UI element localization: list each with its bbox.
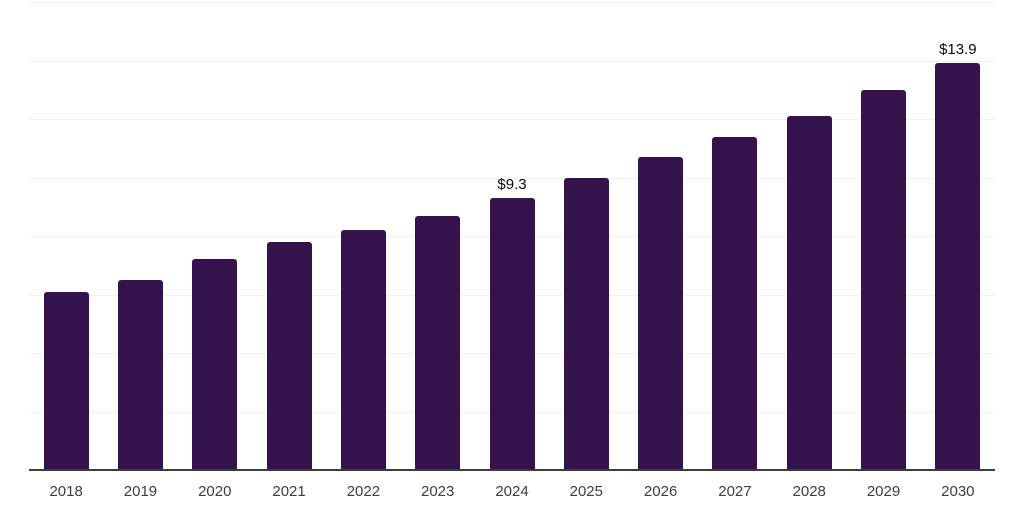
x-tick-label-2020: 2020 xyxy=(198,483,232,500)
bar-2026 xyxy=(638,157,684,470)
gridline-14 xyxy=(29,61,995,62)
x-tick-label-2027: 2027 xyxy=(718,483,752,500)
x-tick-label-2028: 2028 xyxy=(792,483,826,500)
bar-2025 xyxy=(563,177,609,470)
plot-area: $9.3 $13.9 xyxy=(29,2,995,470)
bar-2024 xyxy=(489,197,535,470)
x-tick-label-2023: 2023 xyxy=(421,483,455,500)
x-tick-label-2025: 2025 xyxy=(569,483,603,500)
x-axis-line xyxy=(29,469,995,471)
bar-2020 xyxy=(192,259,238,470)
gridline-16 xyxy=(29,2,995,3)
bar-2021 xyxy=(266,241,312,470)
x-tick-label-2030: 2030 xyxy=(941,483,975,500)
x-tick-label-2021: 2021 xyxy=(272,483,306,500)
bar-2028 xyxy=(786,116,832,470)
x-tick-label-2026: 2026 xyxy=(643,483,678,500)
bar-2030 xyxy=(935,63,981,470)
bar-2022 xyxy=(340,230,386,470)
x-axis-labels: 2018 2019 2020 2021 2022 2023 2024 2025 2026 2027… xyxy=(29,483,995,504)
x-tick-label-2024: 2024 xyxy=(495,483,529,500)
bar-2027 xyxy=(712,136,758,470)
x-tick-label-2018: 2018 xyxy=(49,483,83,500)
x-tick-label-2022: 2022 xyxy=(346,483,381,500)
data-label-2030: $13.9 xyxy=(939,41,977,59)
data-label-2024: $9.3 xyxy=(497,175,527,193)
x-tick-label-2019: 2019 xyxy=(123,483,158,500)
bar-2029 xyxy=(861,89,907,470)
gridline-10 xyxy=(29,178,995,179)
gridline-12 xyxy=(29,119,995,120)
bar-2019 xyxy=(117,279,163,470)
bar-2023 xyxy=(415,215,461,470)
x-tick-label-2029: 2029 xyxy=(866,483,901,500)
bar-2018 xyxy=(43,291,89,470)
